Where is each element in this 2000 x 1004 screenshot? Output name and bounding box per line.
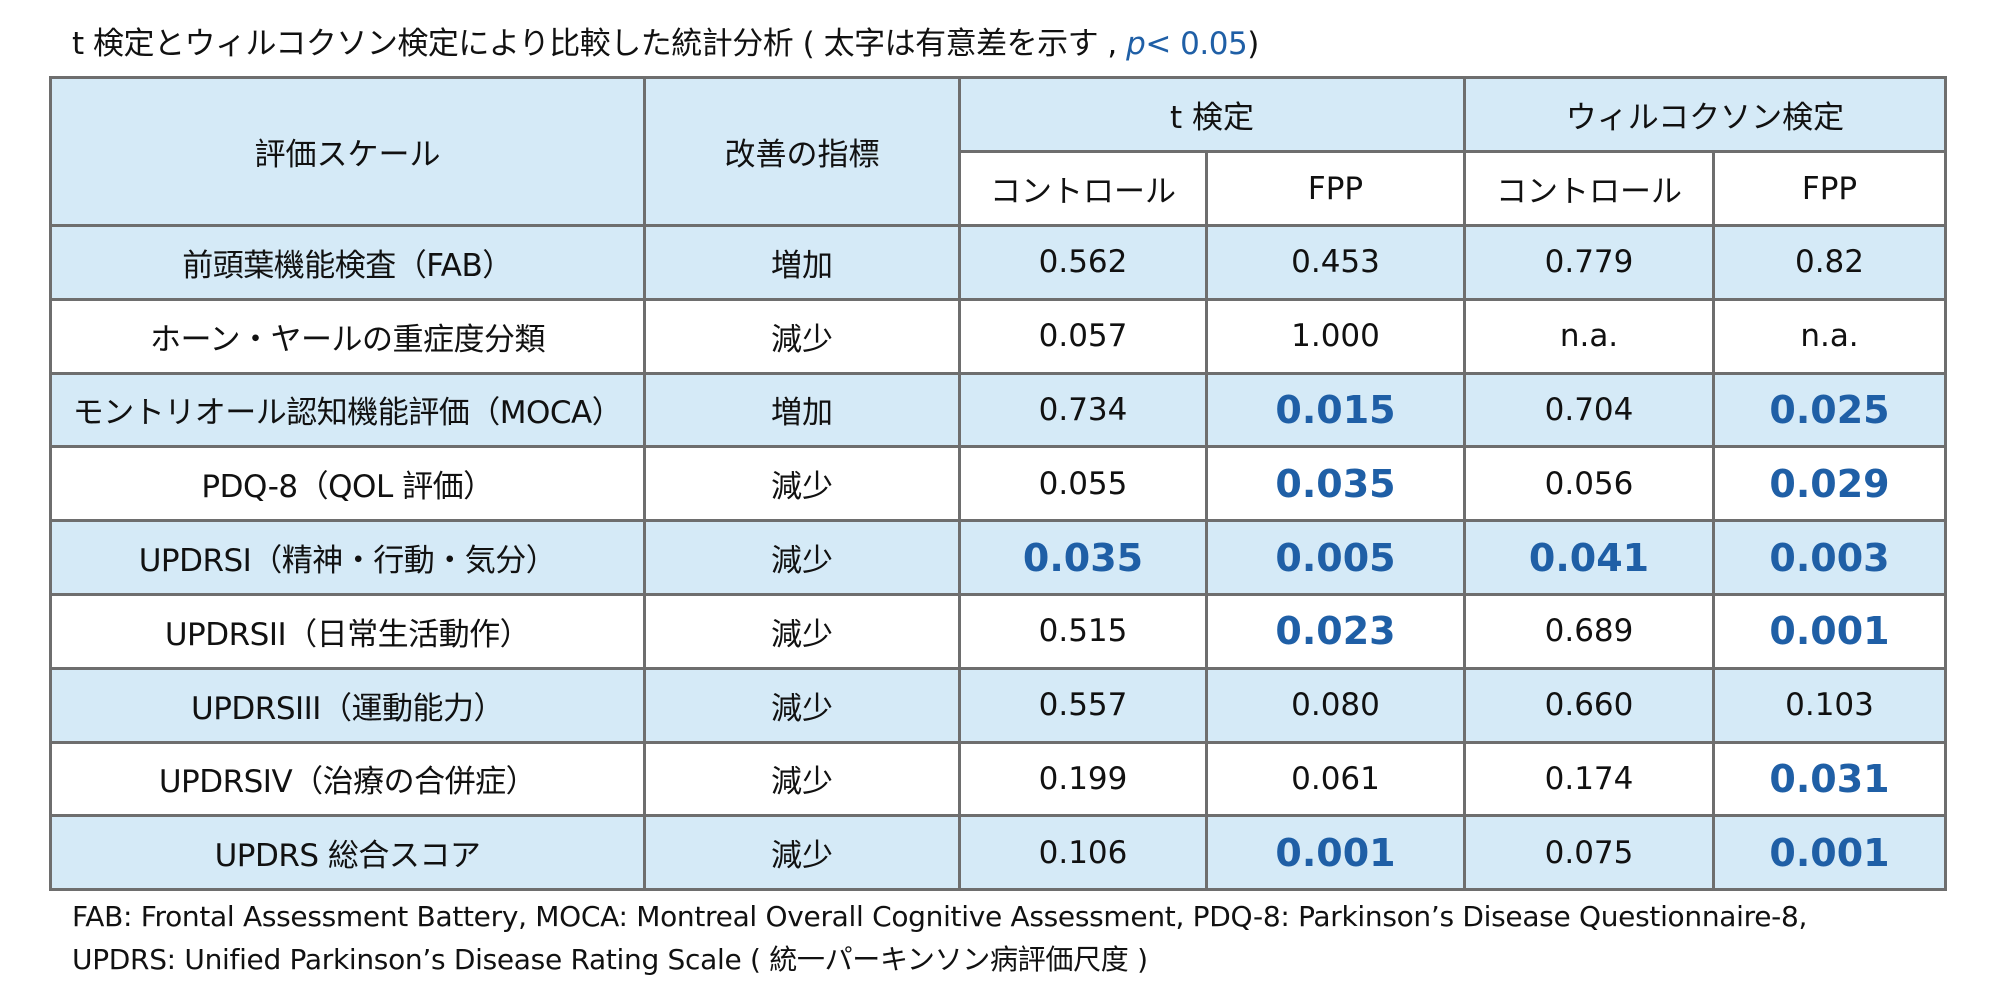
scale-cell: 前頭葉機能検査（FAB） <box>49 224 646 301</box>
ttest-control-cell: 0.055 <box>958 445 1208 523</box>
footnote-line-2: UPDRS: Unified Parkinson’s Disease Ratin… <box>72 943 1148 976</box>
table-row: UPDRSIV（治療の合併症） 減少 0.199 0.061 0.174 0.031 <box>49 740 1947 818</box>
header-ttest-fpp: FPP <box>1205 150 1466 227</box>
table-caption: t 検定とウィルコクソン検定により比較した統計分析 ( 太字は有意差を示す , … <box>72 24 1259 64</box>
indicator-cell: 減少 <box>643 592 961 670</box>
wilcoxon-control-cell: 0.041 <box>1463 519 1715 596</box>
ttest-fpp-cell: 0.015 <box>1205 371 1466 449</box>
ttest-fpp-cell: 0.453 <box>1205 224 1466 301</box>
indicator-cell: 増加 <box>643 224 961 301</box>
wilcoxon-fpp-cell: 0.025 <box>1712 371 1947 449</box>
ttest-fpp-cell: 0.035 <box>1205 445 1466 523</box>
wilcoxon-control-cell: 0.174 <box>1463 740 1715 818</box>
p-threshold: p< 0.05 <box>1126 26 1248 62</box>
indicator-cell: 減少 <box>643 814 961 892</box>
header-indicator: 改善の指標 <box>643 76 961 227</box>
ttest-control-cell: 0.106 <box>958 814 1208 892</box>
header-wilcoxon: ウィルコクソン検定 <box>1463 76 1947 153</box>
wilcoxon-fpp-cell: 0.103 <box>1712 666 1947 744</box>
table-body: 前頭葉機能検査（FAB） 増加 0.562 0.453 0.779 0.82 ホーン・ヤール… <box>49 224 1947 892</box>
ttest-fpp-cell: 0.001 <box>1205 814 1466 892</box>
wilcoxon-fpp-cell: 0.031 <box>1712 740 1947 818</box>
ttest-control-cell: 0.199 <box>958 740 1208 818</box>
ttest-fpp-cell: 0.023 <box>1205 592 1466 670</box>
table-row: PDQ-8（QOL 評価） 減少 0.055 0.035 0.056 0.029 <box>49 445 1947 523</box>
scale-cell: UPDRSIII（運動能力） <box>49 666 646 744</box>
scale-cell: PDQ-8（QOL 評価） <box>49 445 646 523</box>
ttest-control-cell: 0.734 <box>958 371 1208 449</box>
footnote-line-1: FAB: Frontal Assessment Battery, MOCA: M… <box>72 900 1808 933</box>
table-row: ホーン・ヤールの重症度分類 減少 0.057 1.000 n.a. n.a. <box>49 297 1947 375</box>
ttest-fpp-cell: 1.000 <box>1205 297 1466 375</box>
ttest-control-cell: 0.562 <box>958 224 1208 301</box>
wilcoxon-control-cell: 0.779 <box>1463 224 1715 301</box>
header-ttest-control: コントロール <box>958 150 1208 227</box>
scale-cell: UPDRSI（精神・行動・気分） <box>49 519 646 596</box>
wilcoxon-control-cell: 0.689 <box>1463 592 1715 670</box>
ttest-fpp-cell: 0.080 <box>1205 666 1466 744</box>
wilcoxon-control-cell: 0.704 <box>1463 371 1715 449</box>
p-symbol: p <box>1126 26 1146 62</box>
wilcoxon-control-cell: 0.660 <box>1463 666 1715 744</box>
caption-text: t 検定とウィルコクソン検定により比較した統計分析 ( 太字は有意差を示す , <box>72 26 1127 62</box>
table-row: UPDRSI（精神・行動・気分） 減少 0.035 0.005 0.041 0.003 <box>49 519 1947 596</box>
table-row: UPDRSIII（運動能力） 減少 0.557 0.080 0.660 0.103 <box>49 666 1947 744</box>
scale-cell: UPDRSIV（治療の合併症） <box>49 740 646 818</box>
table-row: UPDRSII（日常生活動作） 減少 0.515 0.023 0.689 0.001 <box>49 592 1947 670</box>
indicator-cell: 増加 <box>643 371 961 449</box>
indicator-cell: 減少 <box>643 666 961 744</box>
header-ttest: t 検定 <box>958 76 1466 153</box>
table-row: モントリオール認知機能評価（MOCA） 増加 0.734 0.015 0.704 0.02… <box>49 371 1947 449</box>
wilcoxon-fpp-cell: 0.001 <box>1712 814 1947 892</box>
header-wilcoxon-control: コントロール <box>1463 150 1715 227</box>
indicator-cell: 減少 <box>643 445 961 523</box>
indicator-cell: 減少 <box>643 297 961 375</box>
ttest-control-cell: 0.035 <box>958 519 1208 596</box>
wilcoxon-fpp-cell: 0.001 <box>1712 592 1947 670</box>
table-row: UPDRS 総合スコア 減少 0.106 0.001 0.075 0.001 <box>49 814 1947 892</box>
table-row: 前頭葉機能検査（FAB） 増加 0.562 0.453 0.779 0.82 <box>49 224 1947 301</box>
ttest-fpp-cell: 0.005 <box>1205 519 1466 596</box>
caption-close: ) <box>1247 26 1259 62</box>
ttest-control-cell: 0.515 <box>958 592 1208 670</box>
ttest-control-cell: 0.057 <box>958 297 1208 375</box>
scale-cell: モントリオール認知機能評価（MOCA） <box>49 371 646 449</box>
wilcoxon-fpp-cell: n.a. <box>1712 297 1947 375</box>
indicator-cell: 減少 <box>643 740 961 818</box>
scale-cell: ホーン・ヤールの重症度分類 <box>49 297 646 375</box>
scale-cell: UPDRS 総合スコア <box>49 814 646 892</box>
wilcoxon-fpp-cell: 0.82 <box>1712 224 1947 301</box>
p-value: < 0.05 <box>1145 26 1248 62</box>
indicator-cell: 減少 <box>643 519 961 596</box>
header-wilcoxon-fpp: FPP <box>1712 150 1947 227</box>
wilcoxon-control-cell: 0.056 <box>1463 445 1715 523</box>
ttest-fpp-cell: 0.061 <box>1205 740 1466 818</box>
wilcoxon-fpp-cell: 0.029 <box>1712 445 1947 523</box>
wilcoxon-fpp-cell: 0.003 <box>1712 519 1947 596</box>
ttest-control-cell: 0.557 <box>958 666 1208 744</box>
statistics-table: 評価スケール 改善の指標 t 検定 ウィルコクソン検定 コントロール FPP コ… <box>49 76 1947 892</box>
scale-cell: UPDRSII（日常生活動作） <box>49 592 646 670</box>
wilcoxon-control-cell: 0.075 <box>1463 814 1715 892</box>
wilcoxon-control-cell: n.a. <box>1463 297 1715 375</box>
header-scale: 評価スケール <box>49 76 646 227</box>
